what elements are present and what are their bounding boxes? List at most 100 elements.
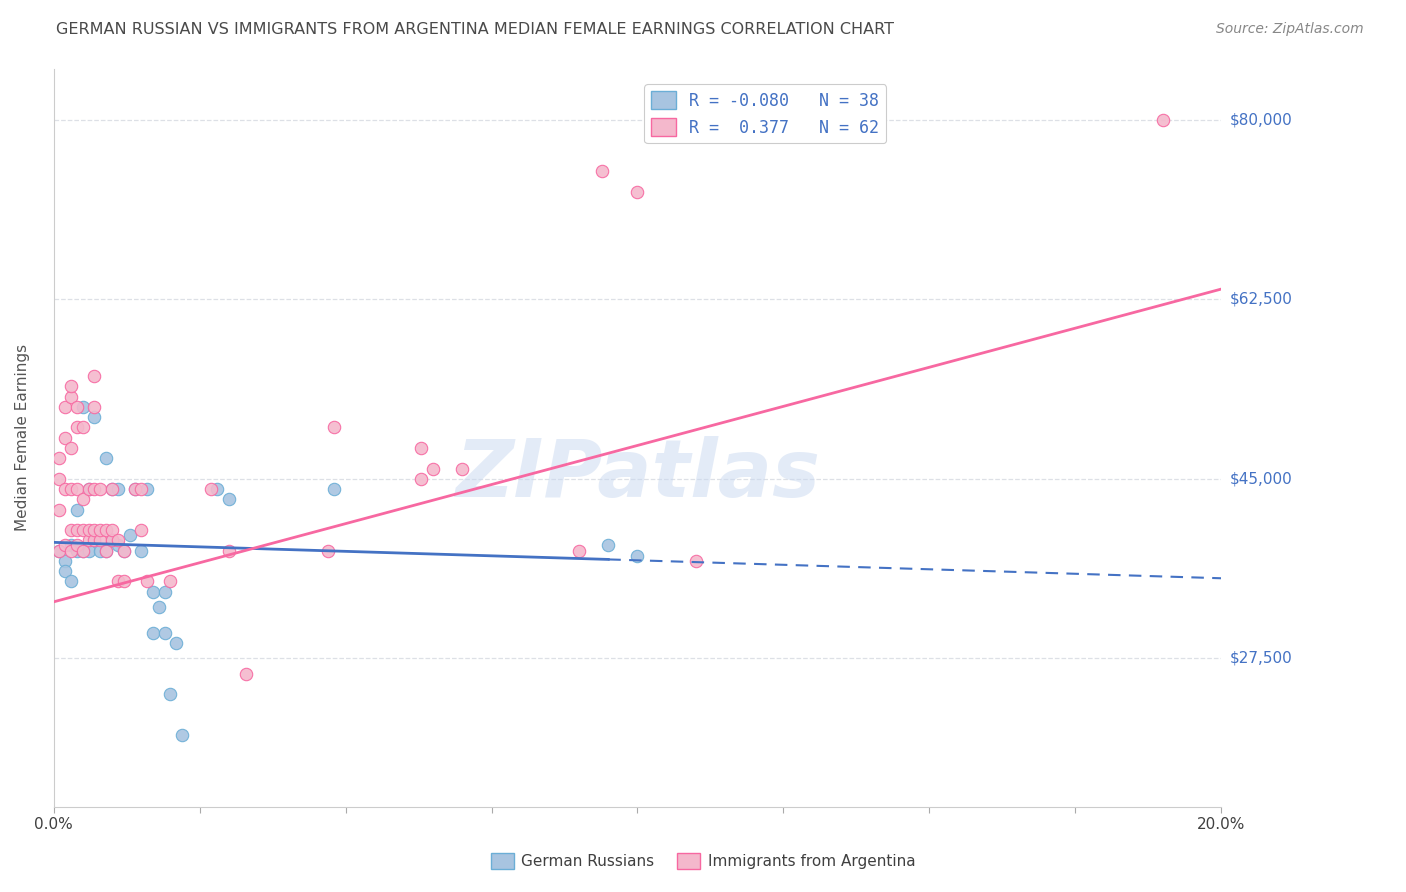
Point (118, 528, 141, 542)
Point (83, 523, 105, 537)
Point (1152, 112, 1174, 127)
Point (60, 543, 83, 558)
Point (96, 523, 118, 537)
Y-axis label: Median Female Earnings: Median Female Earnings (15, 344, 30, 532)
Legend: German Russians, Immigrants from Argentina: German Russians, Immigrants from Argenti… (485, 847, 921, 875)
Point (60, 482, 83, 496)
Point (89, 533, 111, 548)
Text: $27,500: $27,500 (1230, 651, 1292, 665)
Text: GERMAN RUSSIAN VS IMMIGRANTS FROM ARGENTINA MEDIAN FEMALE EARNINGS CORRELATION C: GERMAN RUSSIAN VS IMMIGRANTS FROM ARGENT… (56, 22, 894, 37)
Point (129, 543, 152, 558)
Point (48, 543, 70, 558)
Point (53, 431, 76, 445)
Point (200, 482, 222, 496)
Point (77, 482, 100, 496)
Point (89, 523, 111, 537)
Point (322, 482, 344, 496)
Text: $45,000: $45,000 (1230, 471, 1292, 486)
Point (107, 482, 129, 496)
Point (66, 420, 89, 434)
Point (60, 441, 83, 455)
Text: $80,000: $80,000 (1230, 112, 1292, 128)
Point (159, 687, 181, 701)
Point (83, 369, 105, 384)
Point (101, 482, 124, 496)
Point (591, 164, 613, 178)
Text: ZIPatlas: ZIPatlas (456, 435, 820, 514)
Point (66, 400, 89, 414)
Point (72, 400, 94, 414)
Point (72, 523, 94, 537)
Point (129, 482, 152, 496)
Point (322, 420, 344, 434)
Point (218, 492, 240, 507)
Point (598, 538, 620, 552)
Point (112, 543, 135, 558)
Point (48, 472, 70, 486)
Point (235, 666, 257, 681)
Point (83, 533, 105, 548)
Point (96, 543, 118, 558)
Point (205, 482, 228, 496)
Point (83, 400, 105, 414)
Point (124, 482, 146, 496)
Point (685, 554, 707, 568)
Point (53, 400, 76, 414)
Point (72, 420, 94, 434)
Point (66, 523, 89, 537)
Point (218, 543, 240, 558)
Text: Source: ZipAtlas.com: Source: ZipAtlas.com (1216, 22, 1364, 37)
Point (153, 584, 176, 599)
Point (53, 564, 76, 578)
Point (568, 543, 591, 558)
Point (83, 410, 105, 425)
Point (53, 482, 76, 496)
Point (142, 625, 165, 640)
Point (101, 533, 124, 548)
Point (142, 584, 165, 599)
Point (101, 482, 124, 496)
Point (48, 502, 70, 516)
Text: $62,500: $62,500 (1230, 292, 1292, 307)
Point (107, 533, 129, 548)
Point (60, 574, 83, 589)
Point (53, 554, 76, 568)
Point (101, 523, 124, 537)
Point (96, 451, 118, 466)
Point (112, 543, 135, 558)
Point (129, 523, 152, 537)
Legend: R = -0.080   N = 38, R =  0.377   N = 62: R = -0.080 N = 38, R = 0.377 N = 62 (644, 84, 886, 144)
Point (411, 472, 433, 486)
Point (89, 482, 111, 496)
Point (165, 636, 187, 650)
Point (66, 538, 89, 552)
Point (66, 482, 89, 496)
Point (89, 543, 111, 558)
Point (60, 523, 83, 537)
Point (170, 728, 193, 742)
Point (72, 492, 94, 507)
Point (72, 543, 94, 558)
Point (66, 502, 89, 516)
Point (422, 461, 444, 475)
Point (72, 543, 94, 558)
Point (148, 599, 170, 614)
Point (316, 543, 339, 558)
Point (96, 543, 118, 558)
Point (77, 543, 100, 558)
Point (136, 574, 159, 589)
Point (60, 379, 83, 393)
Point (136, 482, 159, 496)
Point (53, 538, 76, 552)
Point (153, 625, 176, 640)
Point (626, 185, 648, 199)
Point (48, 543, 70, 558)
Point (66, 543, 89, 558)
Point (77, 482, 100, 496)
Point (159, 574, 181, 589)
Point (124, 482, 146, 496)
Point (101, 533, 124, 548)
Point (60, 538, 83, 552)
Point (77, 533, 100, 548)
Point (107, 574, 129, 589)
